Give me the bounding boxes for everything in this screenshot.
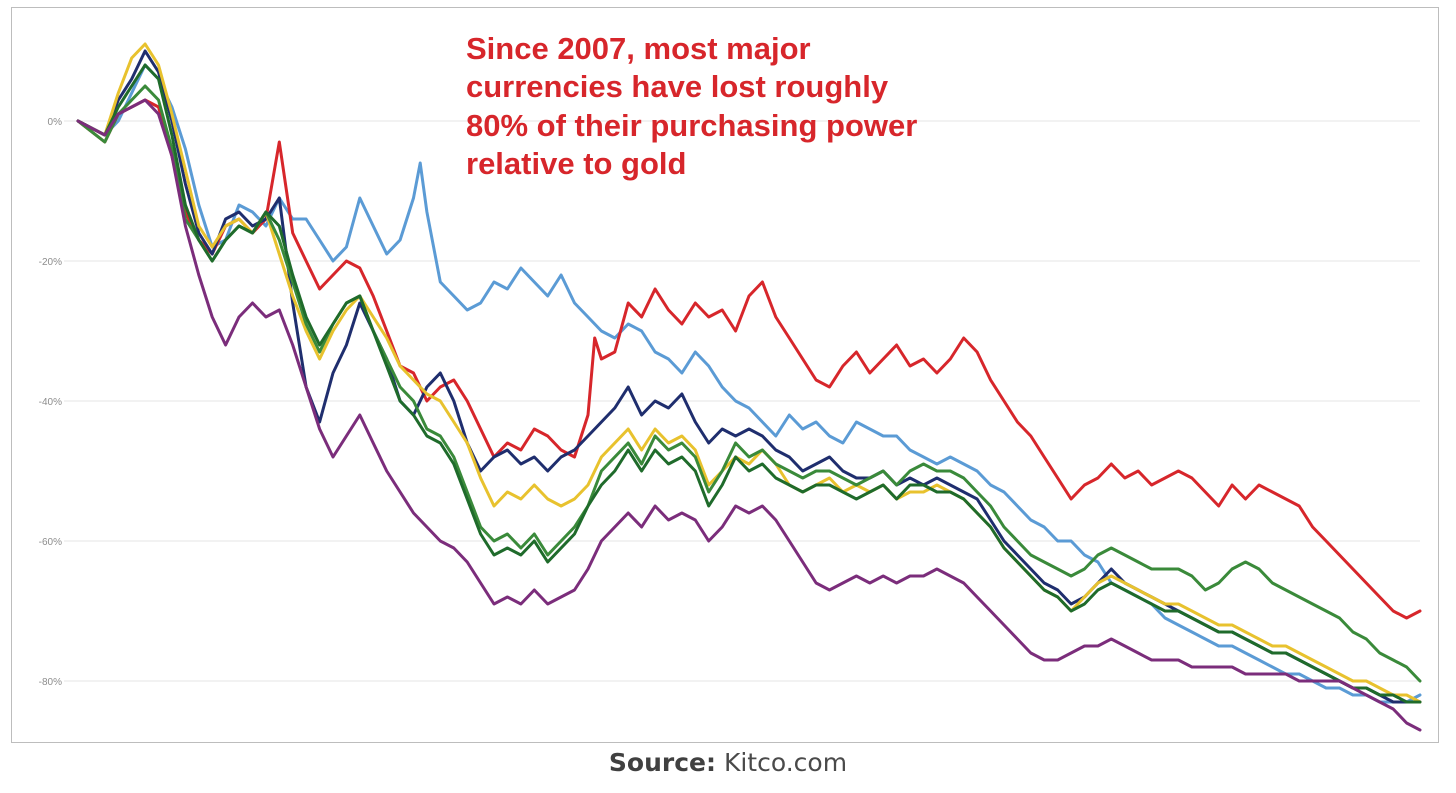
source-caption: Source: Kitco.com xyxy=(0,748,1456,777)
annotation-line: relative to gold xyxy=(466,146,687,182)
series-line-5 xyxy=(76,84,1422,683)
y-axis-ticks: 0% -20% -40% -60% -80% xyxy=(39,117,62,688)
source-value: Kitco.com xyxy=(723,748,848,777)
series-line-6 xyxy=(76,63,1422,704)
series-line-7 xyxy=(76,98,1422,732)
y-tick-label: -40% xyxy=(39,397,62,408)
y-tick-label: 0% xyxy=(48,117,63,128)
chart-frame xyxy=(11,7,1439,743)
y-tick-label: -20% xyxy=(39,257,62,268)
annotation-line: 80% of their purchasing power xyxy=(466,107,918,143)
annotation-line: currencies have lost roughly xyxy=(466,69,889,105)
series-line-4 xyxy=(76,42,1422,704)
series-line-1 xyxy=(76,63,1422,704)
series-lines xyxy=(76,42,1422,732)
annotation-line: Since 2007, most major xyxy=(466,31,811,66)
series-line-2 xyxy=(76,98,1422,620)
chart-annotation: Since 2007, most major currencies have l… xyxy=(466,30,1026,184)
y-tick-label: -60% xyxy=(39,537,62,548)
source-label: Source: xyxy=(608,748,717,777)
y-tick-label: -80% xyxy=(39,677,62,688)
